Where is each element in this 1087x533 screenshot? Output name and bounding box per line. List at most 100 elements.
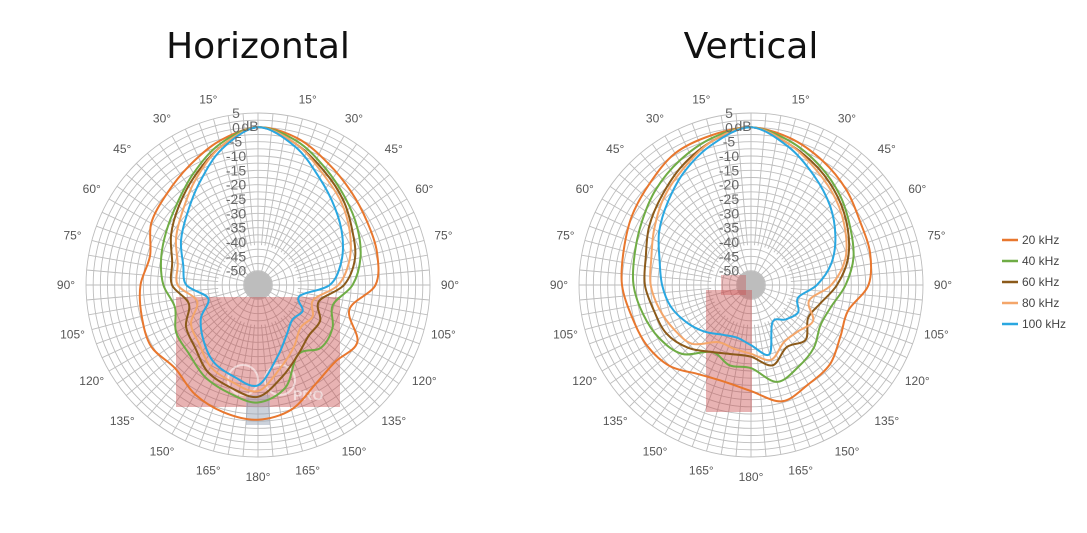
angle-tick-label: 105° [431, 328, 456, 342]
legend-label: 80 kHz [1022, 296, 1059, 310]
legend-label: 20 kHz [1022, 233, 1059, 247]
db-tick-label: -15 [226, 162, 246, 178]
grid-spoke [91, 286, 251, 330]
grid-spoke [677, 128, 735, 249]
angle-tick-label: 30° [153, 112, 171, 126]
series-line-80-khz [649, 126, 848, 362]
grid-spoke [788, 225, 913, 272]
grid-spoke [618, 174, 721, 260]
angle-tick-label: 90° [57, 278, 75, 292]
angle-tick-label: 180° [246, 470, 271, 484]
grid-spoke [263, 290, 380, 407]
angle-tick-label: 60° [415, 182, 433, 196]
horizontal-polar-chart: Horizontal PRO 50-5-10-15-20-25-30-35-40-4… [57, 26, 459, 484]
chart-title: Vertical [684, 26, 819, 67]
grid-spoke [754, 291, 838, 435]
angle-tick-label: 75° [927, 228, 945, 242]
grid-spoke [259, 292, 303, 452]
legend-label: 60 kHz [1022, 275, 1059, 289]
grid-spoke [609, 185, 719, 263]
db-tick-labels: 50-5-10-15-20-25-30-35-40-45-50 dB [719, 105, 752, 279]
series-line-40-khz [631, 126, 855, 383]
db-tick-label: -15 [719, 162, 739, 178]
db-unit-label: dB [241, 118, 258, 134]
db-tick-label: -10 [226, 148, 246, 164]
db-tick-label: 0 [232, 119, 240, 135]
angle-tick-label: 90° [934, 278, 952, 292]
db-tick-label: -40 [226, 234, 246, 250]
grid-spoke [101, 301, 222, 359]
grid-spoke [677, 321, 735, 442]
db-tick-label: -35 [226, 220, 246, 236]
angle-tick-labels: 15° 15° 30° 30° 45° 45° 60° 60° 75° 75° 90° 90° 105°… [57, 93, 459, 484]
angle-tick-label: 120° [905, 374, 930, 388]
grid-spoke [758, 240, 918, 284]
grid-spoke [264, 198, 408, 282]
grid-spoke [629, 290, 746, 407]
grid-spoke [242, 113, 255, 246]
grid-spoke [259, 118, 303, 278]
grid-spoke [295, 225, 420, 272]
grid-spoke [264, 288, 408, 372]
angle-tick-label: 150° [835, 444, 860, 458]
grid-spoke [283, 152, 369, 255]
grid-spoke [756, 290, 873, 407]
angle-tick-label: 45° [878, 142, 896, 156]
grid-spoke [757, 288, 901, 372]
series-line-60-khz [643, 126, 851, 367]
angle-tick-label: 120° [79, 374, 104, 388]
series-line-40-khz [159, 126, 362, 404]
angle-tick-label: 120° [572, 374, 597, 388]
grid-spoke [213, 118, 257, 278]
grid-spoke [594, 211, 715, 269]
angle-tick-label: 180° [739, 470, 764, 484]
angle-tick-label: 75° [556, 228, 574, 242]
grid-spoke [618, 310, 721, 396]
grid-spoke [88, 291, 219, 316]
angle-tick-label: 165° [295, 463, 320, 477]
grid-spoke [297, 269, 430, 282]
angle-tick-label: 15° [199, 93, 217, 107]
db-tick-label: -20 [719, 177, 739, 193]
series-line-80-khz [174, 126, 352, 393]
grid-spoke [264, 324, 289, 455]
grid-spoke [664, 135, 748, 279]
db-tick-label: -35 [719, 220, 739, 236]
grid-spoke [579, 288, 712, 301]
grid-spoke [601, 198, 745, 282]
legend-label: 100 kHz [1022, 317, 1066, 331]
db-tick-label: 5 [232, 105, 240, 121]
legend-item: 100 kHz [1002, 317, 1066, 331]
grid-spoke [91, 240, 251, 284]
series-line-20-khz [620, 126, 873, 403]
db-tick-label: 5 [725, 105, 733, 121]
watermark-text: PRO [293, 387, 323, 403]
grid-spoke [280, 317, 358, 427]
grid-spoke [290, 185, 400, 263]
angle-tick-label: 165° [196, 463, 221, 477]
grid-spoke [184, 321, 242, 442]
legend-label: 40 kHz [1022, 254, 1059, 268]
grid-spoke [116, 185, 226, 263]
grid-spoke [773, 143, 851, 253]
grid-spoke [125, 174, 228, 260]
legend: 20 kHz 40 kHz 60 kHz 80 kHz 100 kHz [1002, 233, 1066, 331]
angle-tick-label: 120° [412, 374, 437, 388]
angle-tick-label: 135° [603, 414, 628, 428]
grid-spoke [297, 254, 428, 279]
vertical-polar-chart: Vertical 50-5-10-15-20-25-30-35-40-45-50 d… [550, 26, 952, 484]
grid-spoke [691, 322, 738, 447]
grid-spoke [261, 113, 274, 246]
watermark-circle [264, 364, 296, 396]
grid-spoke [171, 135, 255, 279]
db-tick-label: -25 [226, 191, 246, 207]
grid-spoke [629, 163, 746, 280]
angle-tick-label: 165° [689, 463, 714, 477]
pro-watermark-logo: PRO [227, 364, 323, 403]
db-tick-label: -30 [719, 205, 739, 221]
grid-spoke [706, 292, 750, 452]
angle-tick-label: 165° [788, 463, 813, 477]
angle-tick-label: 15° [792, 93, 810, 107]
db-tick-label: -5 [230, 134, 243, 150]
series-line-60-khz [169, 126, 357, 399]
